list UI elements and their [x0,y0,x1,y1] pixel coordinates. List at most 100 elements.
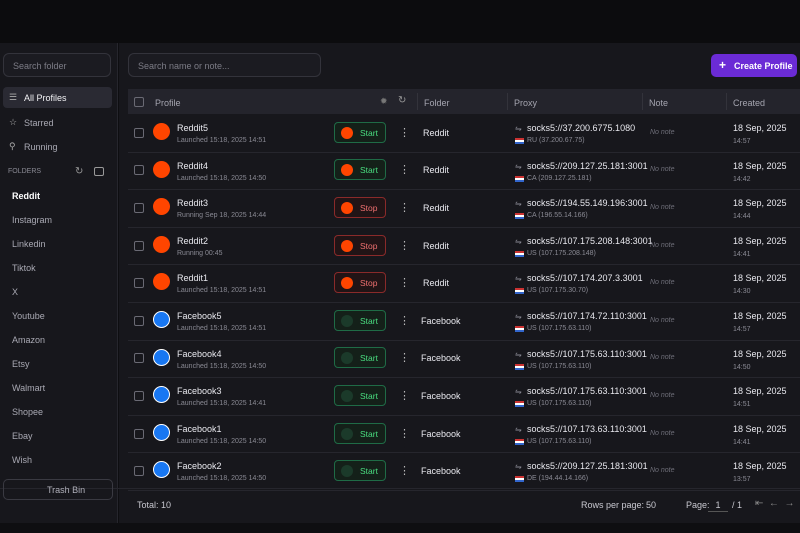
column-header[interactable]: Created [733,98,766,108]
row-checkbox[interactable] [134,165,144,176]
folder-item[interactable]: Etsy [12,359,30,369]
country-flag [515,476,524,483]
add-folder-icon[interactable] [94,167,104,176]
action-icon [341,202,353,214]
folder-name: Reddit [423,127,450,138]
profile-status: Launched 15:18, 2025 14:50 [177,475,267,483]
profile-name[interactable]: Facebook4 [177,348,222,359]
proxy-address: socks5://107.174.72.110:3001 [527,311,647,321]
row-checkbox[interactable] [134,466,144,477]
proxy-icon: ⇋ [515,124,522,133]
create-profile-button[interactable]: + Create Profile [711,54,797,77]
row-checkbox[interactable] [134,203,144,213]
row-checkbox[interactable] [134,353,144,364]
action-icon [341,164,353,177]
row-menu[interactable]: ⋮ [399,465,410,478]
folder-item[interactable]: Youtube [12,311,45,321]
row-divider [128,490,800,491]
profile-search[interactable]: Search name or note... [128,53,321,77]
folder-item[interactable]: Wish [12,455,32,465]
action-icon [341,126,353,139]
profile-name[interactable]: Facebook3 [177,386,222,397]
profile-name[interactable]: Reddit4 [177,160,209,171]
row-menu[interactable]: ⋮ [399,277,410,290]
column-header[interactable]: Proxy [514,98,538,108]
row-menu[interactable]: ⋮ [399,427,410,440]
profile-status: Launched 15:18, 2025 14:51 [177,287,267,295]
proxy-icon: ⇋ [515,199,522,209]
profile-name[interactable]: Reddit5 [177,123,209,133]
folder-item[interactable]: Linkedin [12,239,46,249]
trash-bin-button[interactable]: Trash Bin [3,479,113,500]
profile-note: No note [650,354,675,362]
folder-item[interactable]: Tiktok [12,263,36,273]
proxy-location: US (107.175.208.148) [527,249,596,257]
created-time: 14:30 [733,288,751,296]
profile-icon [153,198,170,216]
profile-status: Launched 15:18, 2025 14:51 [177,137,267,144]
row-menu[interactable]: ⋮ [399,352,410,365]
row-checkbox[interactable] [134,428,144,439]
folder-item[interactable]: Amazon [12,335,46,345]
proxy-icon: ⇋ [515,387,522,397]
profile-note: No note [650,467,675,475]
profile-icon [153,123,170,140]
folder-item[interactable]: Walmart [12,383,46,393]
folder-name: Reddit [423,203,450,213]
nav-item[interactable]: Running [24,142,58,152]
proxy-location: RU (37.200.67.75) [527,137,585,144]
settings-icon[interactable]: ✹ [380,96,388,106]
country-flag [515,363,524,370]
profile-name[interactable]: Facebook1 [177,423,222,434]
column-header[interactable]: Note [649,98,669,108]
refresh-icon[interactable]: ↻ [398,95,407,106]
page-total: / 1 [732,500,743,510]
row-checkbox[interactable] [134,278,144,289]
folder-name: Facebook [421,315,461,326]
pagination-arrows[interactable]: ⇤ ← → [755,498,795,509]
column-header[interactable]: Profile [155,98,181,108]
proxy-location: DE (194.44.14.166) [527,475,589,483]
profile-note: No note [650,166,675,174]
profile-icon [153,423,170,441]
proxy-address: socks5://107.174.207.3.3001 [527,273,643,284]
profile-name[interactable]: Facebook2 [177,461,222,472]
folder-search[interactable]: Search folder [3,53,111,77]
row-menu[interactable]: ⋮ [399,390,410,402]
page-label: Page: [686,500,710,510]
folder-name: Reddit [423,240,450,251]
profile-name[interactable]: Reddit1 [177,273,209,284]
folder-name: Reddit [423,278,450,289]
profile-note: No note [650,316,675,324]
row-checkbox[interactable] [134,315,144,326]
created-date: 18 Sep, 2025 [733,311,787,321]
column-header[interactable]: Folder [424,98,450,108]
rows-per-page-select[interactable]: 50 [646,500,657,510]
proxy-icon: ⇋ [515,236,522,246]
row-menu[interactable]: ⋮ [399,164,410,177]
country-flag [515,326,524,332]
folder-item[interactable]: Reddit [12,191,40,201]
nav-icon: ☆ [9,116,18,127]
profile-name[interactable]: Facebook5 [177,311,222,321]
profile-name[interactable]: Reddit3 [177,198,209,209]
row-menu[interactable]: ⋮ [399,314,410,327]
row-menu[interactable]: ⋮ [399,126,410,139]
folder-name: Facebook [421,353,461,364]
row-checkbox[interactable] [134,240,144,251]
folder-item[interactable]: Instagram [12,215,53,225]
row-divider [128,377,800,379]
nav-item[interactable]: All Profiles [3,87,112,108]
select-all-checkbox[interactable] [134,97,144,107]
refresh-folders-icon[interactable]: ↻ [75,166,84,177]
row-checkbox[interactable] [134,127,144,138]
folder-item[interactable]: X [12,287,19,297]
row-menu[interactable]: ⋮ [399,239,410,252]
row-checkbox[interactable] [134,391,144,401]
row-menu[interactable]: ⋮ [399,202,410,214]
folder-item[interactable]: Ebay [12,431,33,441]
page-input[interactable]: 1 [708,497,728,512]
folder-item[interactable]: Shopee [12,407,44,417]
profile-name[interactable]: Reddit2 [177,235,209,246]
nav-item[interactable]: Starred [24,117,54,128]
